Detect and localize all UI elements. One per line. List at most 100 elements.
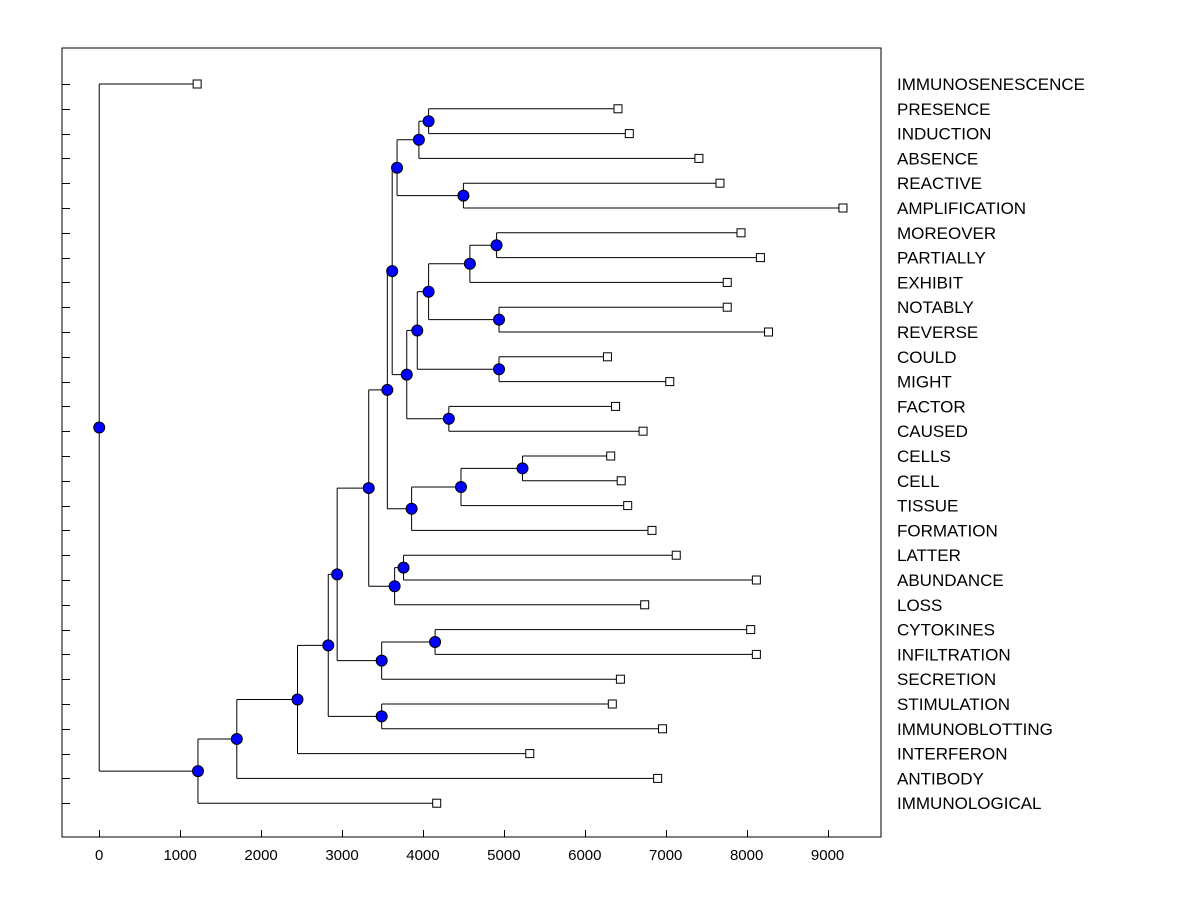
leaf-label: CAUSED [897, 422, 968, 441]
x-tick-label: 9000 [811, 847, 844, 864]
x-axis: 0 1000 2000 3000 4000 5000 6000 7000 8000 9000 [95, 830, 844, 864]
leaf-marker [192, 79, 202, 89]
leaf-marker [751, 649, 761, 659]
node-marker [322, 639, 335, 652]
node-marker [400, 368, 413, 381]
node-marker [291, 693, 304, 706]
branch-lines [98, 83, 843, 804]
leaf-marker [838, 203, 848, 213]
leaf-label: INDUCTION [897, 125, 991, 144]
leaf-label: AMPLIFICATION [897, 199, 1026, 218]
node-marker [493, 363, 506, 376]
leaf-label: CELL [897, 472, 940, 491]
x-tick-label: 6000 [568, 847, 601, 864]
node-marker [191, 765, 204, 778]
leaf-label: ANTIBODY [897, 769, 984, 788]
node-marker [391, 161, 404, 174]
node-marker [516, 462, 529, 475]
x-tick-label: 8000 [730, 847, 763, 864]
leaf-label: SECRETION [897, 670, 996, 689]
node-marker [388, 580, 401, 593]
leaf-marker [746, 625, 756, 635]
node-marker [381, 383, 394, 396]
node-marker [331, 568, 344, 581]
node-marker [412, 133, 425, 146]
leaf-marker [602, 352, 612, 362]
leaf-label: FORMATION [897, 521, 998, 540]
leaf-marker [623, 501, 633, 511]
leaf-label: LATTER [897, 546, 961, 565]
node-marker [386, 265, 399, 278]
leaf-marker [606, 451, 616, 461]
leaf-label: TISSUE [897, 497, 958, 516]
leaf-label: LOSS [897, 596, 942, 615]
node-marker [93, 421, 106, 434]
leaf-label: ABUNDANCE [897, 571, 1004, 590]
leaf-marker [640, 600, 650, 610]
leaf-label: NOTABLY [897, 298, 974, 317]
leaf-marker [611, 401, 621, 411]
x-tick-label: 1000 [163, 847, 196, 864]
x-tick-label: 5000 [487, 847, 520, 864]
leaf-marker [722, 302, 732, 312]
leaf-marker [613, 104, 623, 114]
leaf-label: INTERFERON [897, 745, 1008, 764]
leaf-marker [525, 749, 535, 759]
leaf-marker [755, 253, 765, 263]
leaf-label: IMMUNOBLOTTING [897, 720, 1053, 739]
leaf-marker [764, 327, 774, 337]
node-marker [411, 324, 424, 337]
leaf-marker [722, 277, 732, 287]
node-marker [457, 189, 470, 202]
leaf-label: IMMUNOLOGICAL [897, 794, 1042, 813]
leaf-marker [638, 426, 648, 436]
leaf-label: ABSENCE [897, 149, 978, 168]
leaf-marker [647, 525, 657, 535]
left-tick-marks [62, 84, 70, 804]
leaf-label: REACTIVE [897, 174, 982, 193]
leaf-marker [736, 228, 746, 238]
x-tick-label: 4000 [406, 847, 439, 864]
leaf-label: INFILTRATION [897, 645, 1011, 664]
leaf-label: IMMUNOSENESCENCE [897, 75, 1085, 94]
node-marker [422, 115, 435, 128]
leaf-marker [615, 674, 625, 684]
leaf-marker [671, 550, 681, 560]
node-markers [93, 115, 529, 778]
leaf-marker [751, 575, 761, 585]
x-tick-label: 3000 [325, 847, 358, 864]
leaf-label: MIGHT [897, 373, 952, 392]
leaf-marker [653, 773, 663, 783]
node-marker [397, 561, 410, 574]
leaf-marker [657, 724, 667, 734]
leaf-label: CYTOKINES [897, 621, 995, 640]
leaf-marker [607, 699, 617, 709]
leaf-label: STIMULATION [897, 695, 1010, 714]
node-marker [463, 257, 476, 270]
leaf-label: PRESENCE [897, 100, 991, 119]
leaf-marker [715, 178, 725, 188]
node-marker [493, 313, 506, 326]
node-marker [230, 732, 243, 745]
node-marker [429, 636, 442, 648]
leaf-label: REVERSE [897, 323, 978, 342]
leaf-label: COULD [897, 348, 957, 367]
leaf-markers [192, 79, 848, 808]
leaf-marker [432, 798, 442, 808]
node-marker [442, 412, 455, 425]
x-tick-label: 0 [95, 847, 103, 864]
node-marker [454, 481, 467, 493]
leaf-label: PARTIALLY [897, 249, 986, 268]
leaf-label: MOREOVER [897, 224, 996, 243]
x-tick-label: 2000 [244, 847, 277, 864]
leaf-labels: IMMUNOSENESCENCE PRESENCE INDUCTION ABSENCE… [897, 75, 1085, 813]
leaf-label: CELLS [897, 447, 951, 466]
leaf-marker [665, 377, 675, 387]
node-marker [490, 239, 503, 252]
plot-frame [61, 47, 882, 838]
node-marker [405, 502, 418, 515]
leaf-label: FACTOR [897, 397, 966, 416]
leaf-marker [624, 129, 634, 139]
